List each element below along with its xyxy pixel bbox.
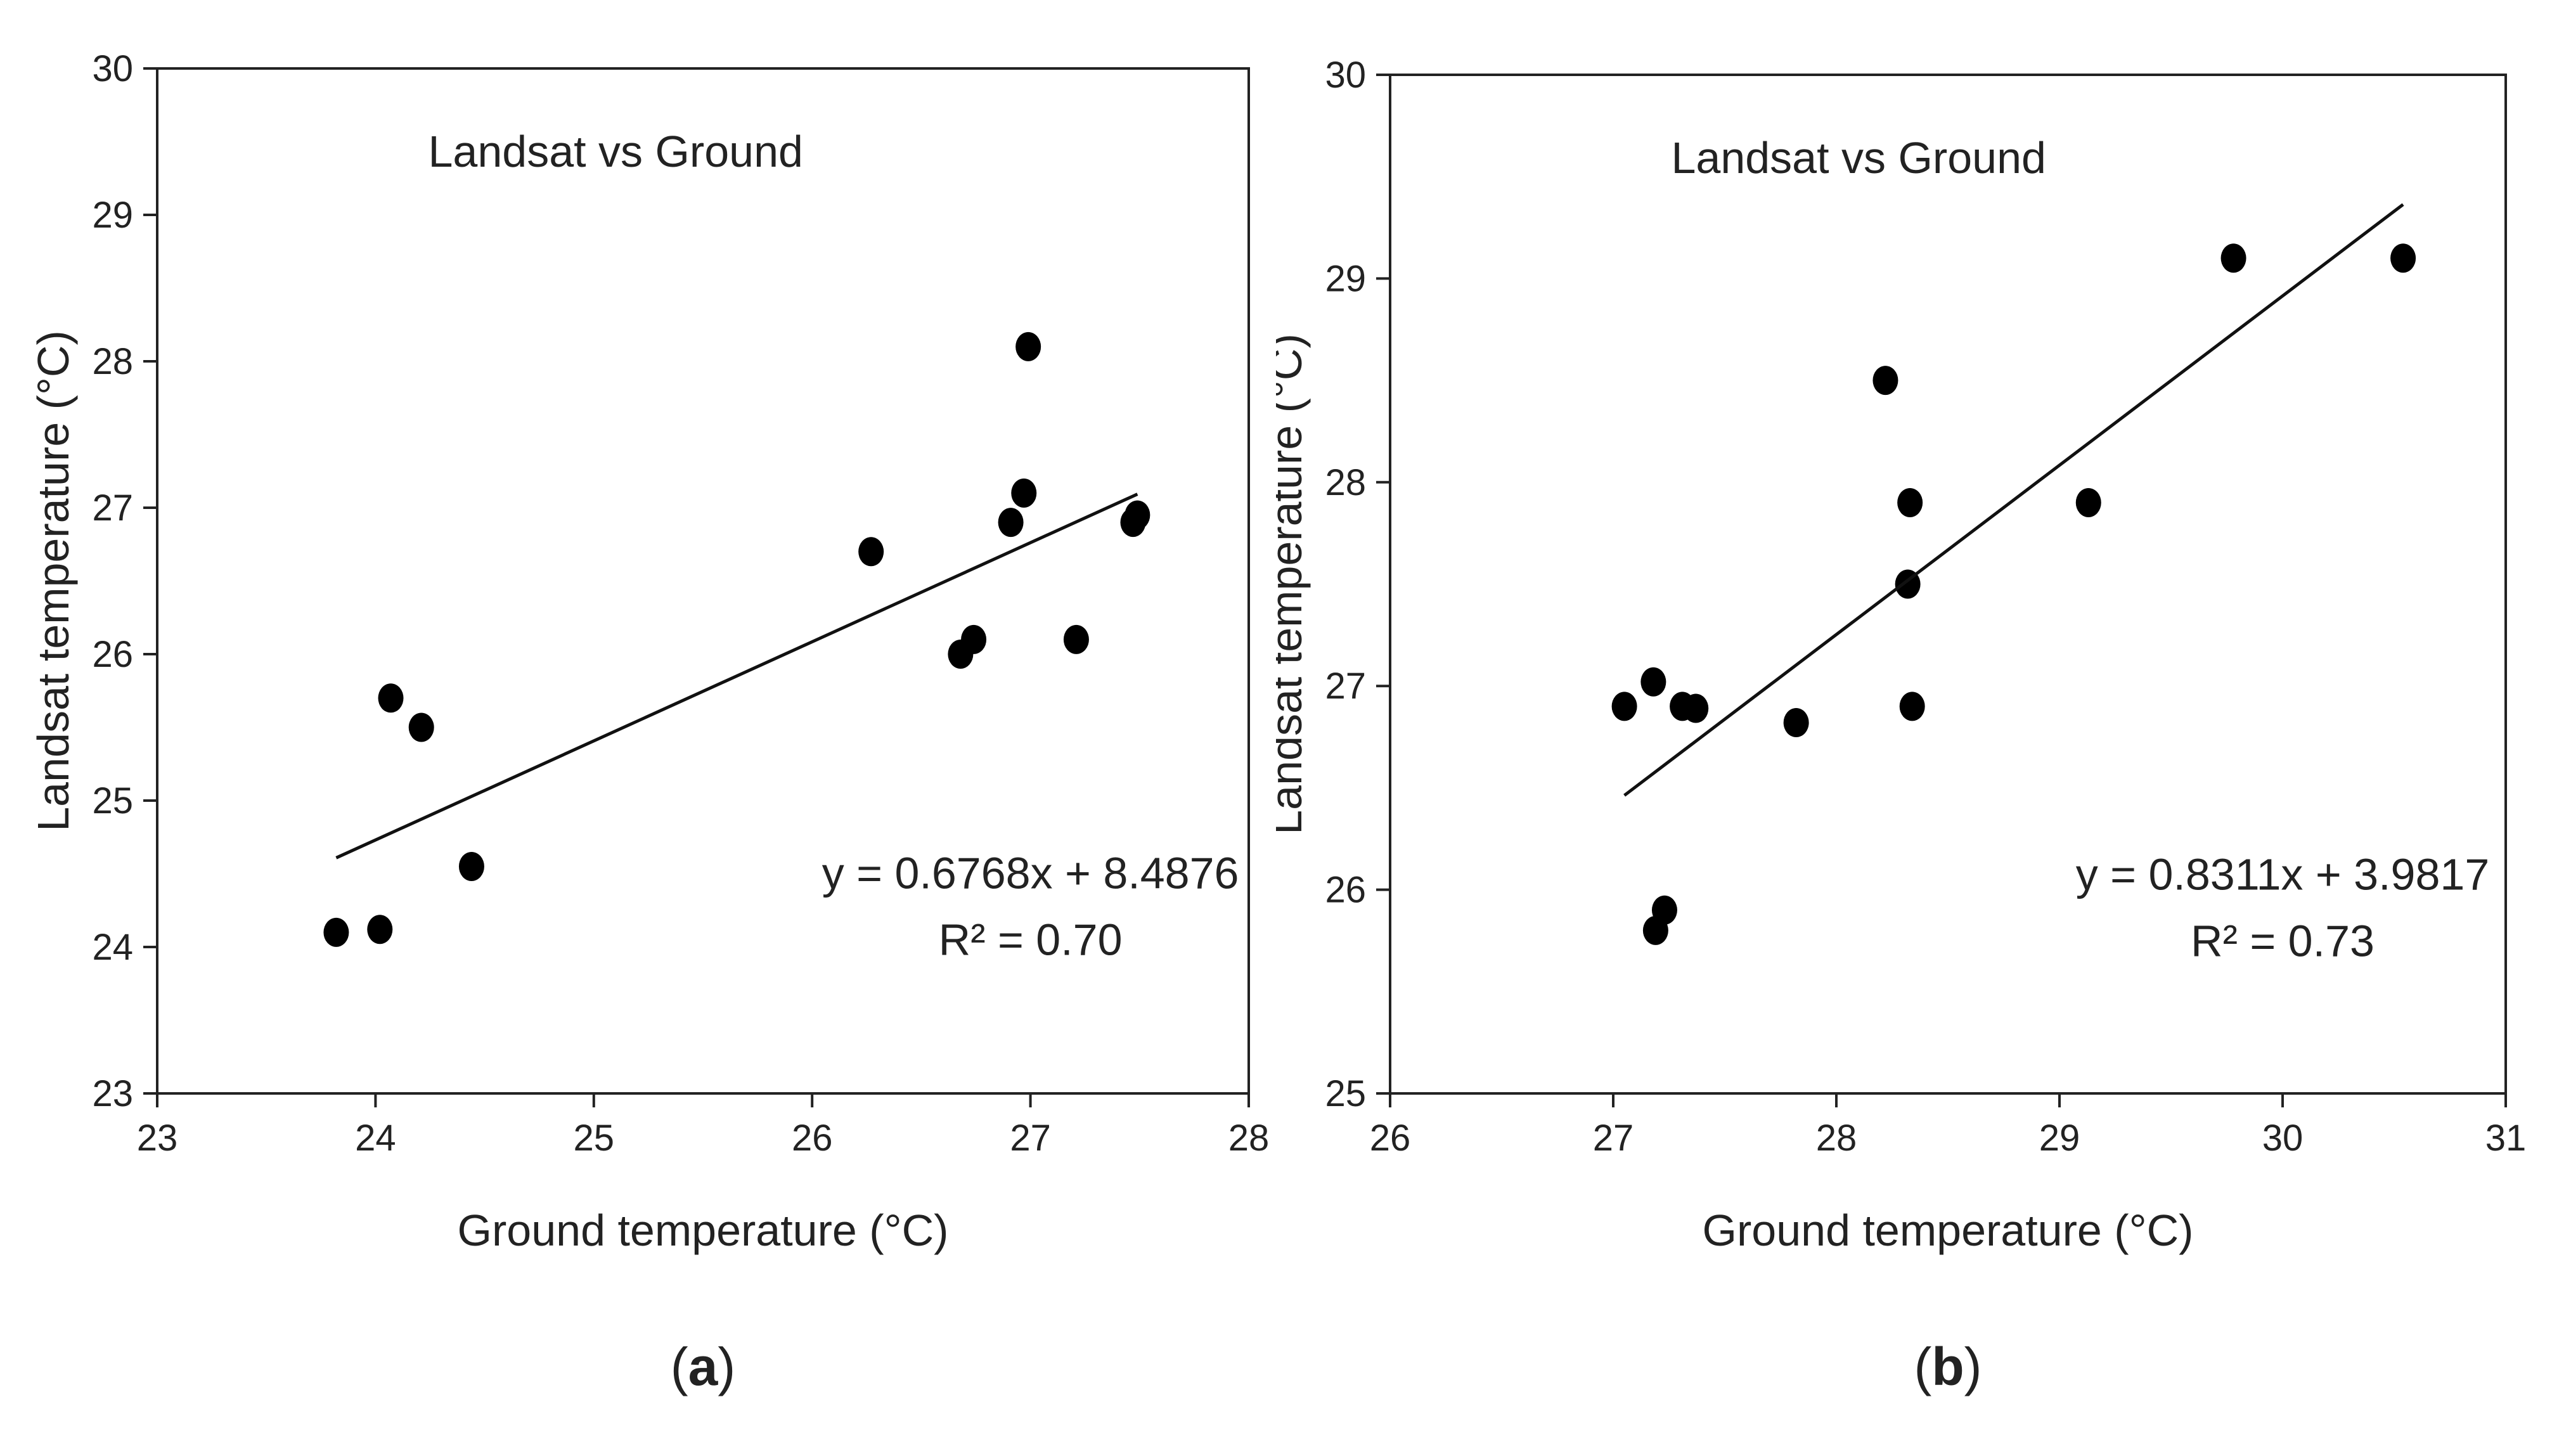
x-tick-label: 23 [137,1118,178,1159]
data-point [1063,624,1089,654]
data-point [408,712,434,742]
panel-label: (b) [1914,1337,1982,1396]
y-tick-label: 23 [92,1073,133,1114]
x-axis-label: Ground temperature (°C) [1703,1206,2194,1255]
chart-panel-b: 26 27 28 29 30 31 25 26 27 28 29 30 Landsat vs Gro… [1276,0,2552,1456]
y-tick-label: 28 [92,341,133,382]
chart-title: Landsat vs Ground [1671,133,2046,183]
trendline [335,493,1138,860]
panel-letter: b [1931,1337,1964,1396]
data-point [367,915,393,944]
panel-label: (a) [671,1337,736,1396]
chart-panel-a: 23 24 25 26 27 28 23 24 25 26 27 28 29 30 Landsat vs… [29,48,1270,1396]
x-tick-label: 26 [1370,1118,1411,1159]
x-tick-label: 27 [1593,1118,1634,1159]
x-tick-label: 24 [355,1118,396,1159]
y-tick-label: 28 [1325,462,1366,503]
y-axis-ticks: 23 24 25 26 27 28 29 30 [92,48,157,1114]
data-point [1011,478,1037,508]
r-squared-label: R² = 0.73 [2191,917,2375,966]
regression-equation: y = 0.8311x + 3.9817 [2076,850,2490,899]
x-axis-label: Ground temperature (°C) [458,1206,949,1255]
y-tick-label: 25 [1325,1073,1366,1114]
y-tick-label: 27 [1325,666,1366,707]
x-tick-label: 26 [792,1118,833,1159]
panel-letter: a [688,1337,719,1396]
data-point [1640,667,1666,697]
data-point [378,683,404,713]
x-tick-label: 30 [2262,1118,2304,1159]
y-axis-label: Landsat temperature (°C) [29,330,78,832]
x-tick-label: 27 [1010,1118,1051,1159]
y-tick-label: 30 [92,48,133,89]
data-point [1611,692,1637,721]
y-tick-label: 26 [1325,870,1366,911]
data-points [1611,243,2416,945]
data-point [1899,692,1925,721]
data-point [458,851,484,881]
data-point [961,624,987,654]
data-point [1897,487,1923,517]
data-point [1015,332,1041,361]
data-point [1783,708,1809,738]
data-point [1651,895,1677,925]
y-tick-label: 24 [92,927,133,968]
trendline [1623,203,2404,797]
data-point [1872,366,1898,396]
data-point [2220,243,2246,273]
y-tick-label: 29 [92,195,133,236]
data-point [2075,487,2101,517]
x-tick-label: 31 [2485,1118,2527,1159]
y-tick-label: 25 [92,780,133,821]
x-axis-ticks: 26 27 28 29 30 31 [1370,1093,2527,1159]
regression-equation: y = 0.6768x + 8.4876 [822,849,1239,898]
x-axis-ticks: 23 24 25 26 27 28 [137,1093,1270,1159]
scatter-chart-a: 23 24 25 26 27 28 23 24 25 26 27 28 29 30 Landsat vs… [29,48,1270,1396]
plot-frame [156,67,1250,1095]
r-squared-label: R² = 0.70 [939,915,1123,965]
data-points [323,332,1150,947]
data-point [323,917,349,947]
y-tick-label: 29 [1325,258,1366,299]
x-tick-label: 25 [574,1118,615,1159]
y-axis-label: Landsat temperature (°C) [1276,333,1311,835]
data-point [858,537,884,567]
x-tick-label: 28 [1228,1118,1270,1159]
data-point [998,508,1024,538]
data-point [2390,243,2416,273]
y-tick-label: 27 [92,487,133,529]
y-axis-ticks: 25 26 27 28 29 30 [1325,55,1390,1114]
x-tick-label: 28 [1816,1118,1857,1159]
chart-title: Landsat vs Ground [428,127,802,176]
y-tick-label: 30 [1325,55,1366,96]
data-point [1125,500,1150,530]
plot-frame [1389,74,2507,1095]
data-point [1683,693,1709,723]
x-tick-label: 29 [2039,1118,2080,1159]
y-tick-label: 26 [92,634,133,675]
